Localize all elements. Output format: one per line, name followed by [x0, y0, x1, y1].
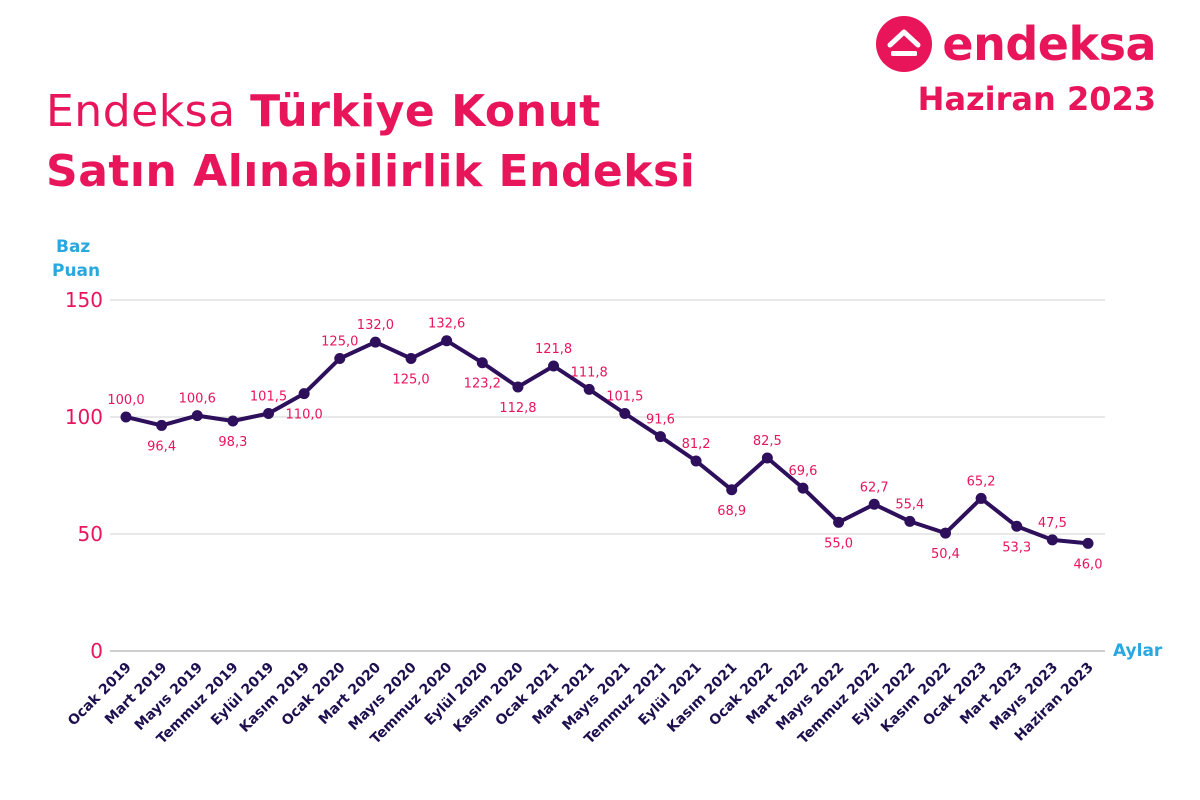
data-point — [334, 353, 346, 364]
title-line-1: Endeksa Türkiye Konut — [46, 82, 695, 142]
data-point — [797, 482, 809, 494]
y-tick-label: 150 — [65, 288, 103, 312]
data-label: 46,0 — [1074, 557, 1103, 572]
grid-lines — [110, 299, 1105, 652]
data-point — [904, 515, 916, 527]
x-axis-title: Aylar — [1113, 641, 1163, 661]
report-date: Haziran 2023 — [917, 80, 1156, 118]
page-title: Endeksa Türkiye Konut Satın Alınabilirli… — [46, 82, 695, 202]
data-point — [191, 410, 203, 422]
data-label: 68,9 — [717, 504, 746, 519]
data-point — [227, 415, 239, 427]
data-label: 125,0 — [392, 373, 429, 388]
data-label: 82,5 — [753, 434, 782, 449]
data-label: 121,8 — [535, 342, 572, 357]
data-point — [441, 335, 453, 347]
title-bold-line-2: Satın Alınabilirlik Endeksi — [46, 146, 696, 197]
data-label: 53,3 — [1002, 540, 1031, 555]
data-label: 91,6 — [646, 413, 675, 428]
data-label: 123,2 — [464, 377, 501, 392]
data-label: 132,0 — [357, 318, 394, 333]
y-axis-title-line-2: Puan — [52, 261, 100, 281]
y-axis-ticks: 0 50 100 150 — [65, 288, 103, 663]
data-label: 112,8 — [499, 401, 536, 416]
brand-name: endeksa — [942, 17, 1156, 71]
data-label: 96,4 — [147, 439, 176, 454]
data-label: 100,0 — [107, 393, 144, 408]
data-point — [476, 357, 488, 369]
brand-block: endeksa Haziran 2023 — [846, 10, 1156, 120]
data-point — [512, 381, 524, 393]
y-tick-label: 100 — [65, 405, 103, 429]
data-point — [1046, 534, 1058, 546]
data-labels: 100,0 96,4 100,6 98,3 101,5 110,0 125,0 132,0 12… — [107, 317, 1102, 573]
title-bold-line-1: Türkiye Konut — [250, 86, 601, 137]
house-logo-icon — [876, 16, 933, 72]
data-point — [619, 407, 631, 419]
data-point — [583, 383, 595, 395]
data-point — [405, 353, 417, 364]
y-tick-label: 50 — [78, 522, 103, 546]
data-label: 125,0 — [321, 335, 358, 350]
y-axis-title-line-1: Baz — [56, 237, 90, 257]
data-label: 65,2 — [967, 474, 996, 489]
data-point — [726, 484, 738, 496]
data-label: 47,5 — [1038, 516, 1067, 531]
data-label: 50,4 — [931, 547, 960, 562]
y-tick-label: 0 — [90, 639, 103, 663]
data-label: 69,6 — [788, 464, 817, 479]
data-point — [833, 516, 845, 528]
data-label: 132,6 — [428, 317, 465, 332]
data-point — [939, 527, 951, 539]
data-label: 62,7 — [860, 480, 889, 495]
data-point — [975, 492, 987, 504]
series-line — [125, 338, 1089, 546]
data-point — [263, 407, 275, 419]
data-label: 111,8 — [571, 365, 608, 380]
data-point — [868, 498, 880, 510]
data-label: 81,2 — [682, 437, 711, 452]
data-point — [548, 360, 560, 372]
data-point — [1082, 537, 1094, 549]
title-light: Endeksa — [46, 86, 236, 137]
data-label: 101,5 — [250, 389, 287, 404]
data-point — [120, 411, 132, 423]
data-point — [761, 452, 773, 464]
data-label: 55,4 — [895, 497, 924, 512]
data-point — [298, 388, 310, 400]
data-points — [120, 335, 1094, 549]
data-point — [369, 336, 381, 348]
data-label: 110,0 — [286, 408, 323, 423]
data-point — [690, 455, 702, 467]
brand-logo: endeksa — [876, 14, 1156, 74]
data-label: 100,6 — [179, 392, 216, 407]
data-point — [1011, 520, 1023, 532]
data-label: 55,0 — [824, 536, 853, 551]
data-point — [156, 419, 168, 431]
data-label: 101,5 — [606, 389, 643, 404]
data-label: 98,3 — [218, 435, 247, 450]
data-point — [654, 431, 666, 443]
